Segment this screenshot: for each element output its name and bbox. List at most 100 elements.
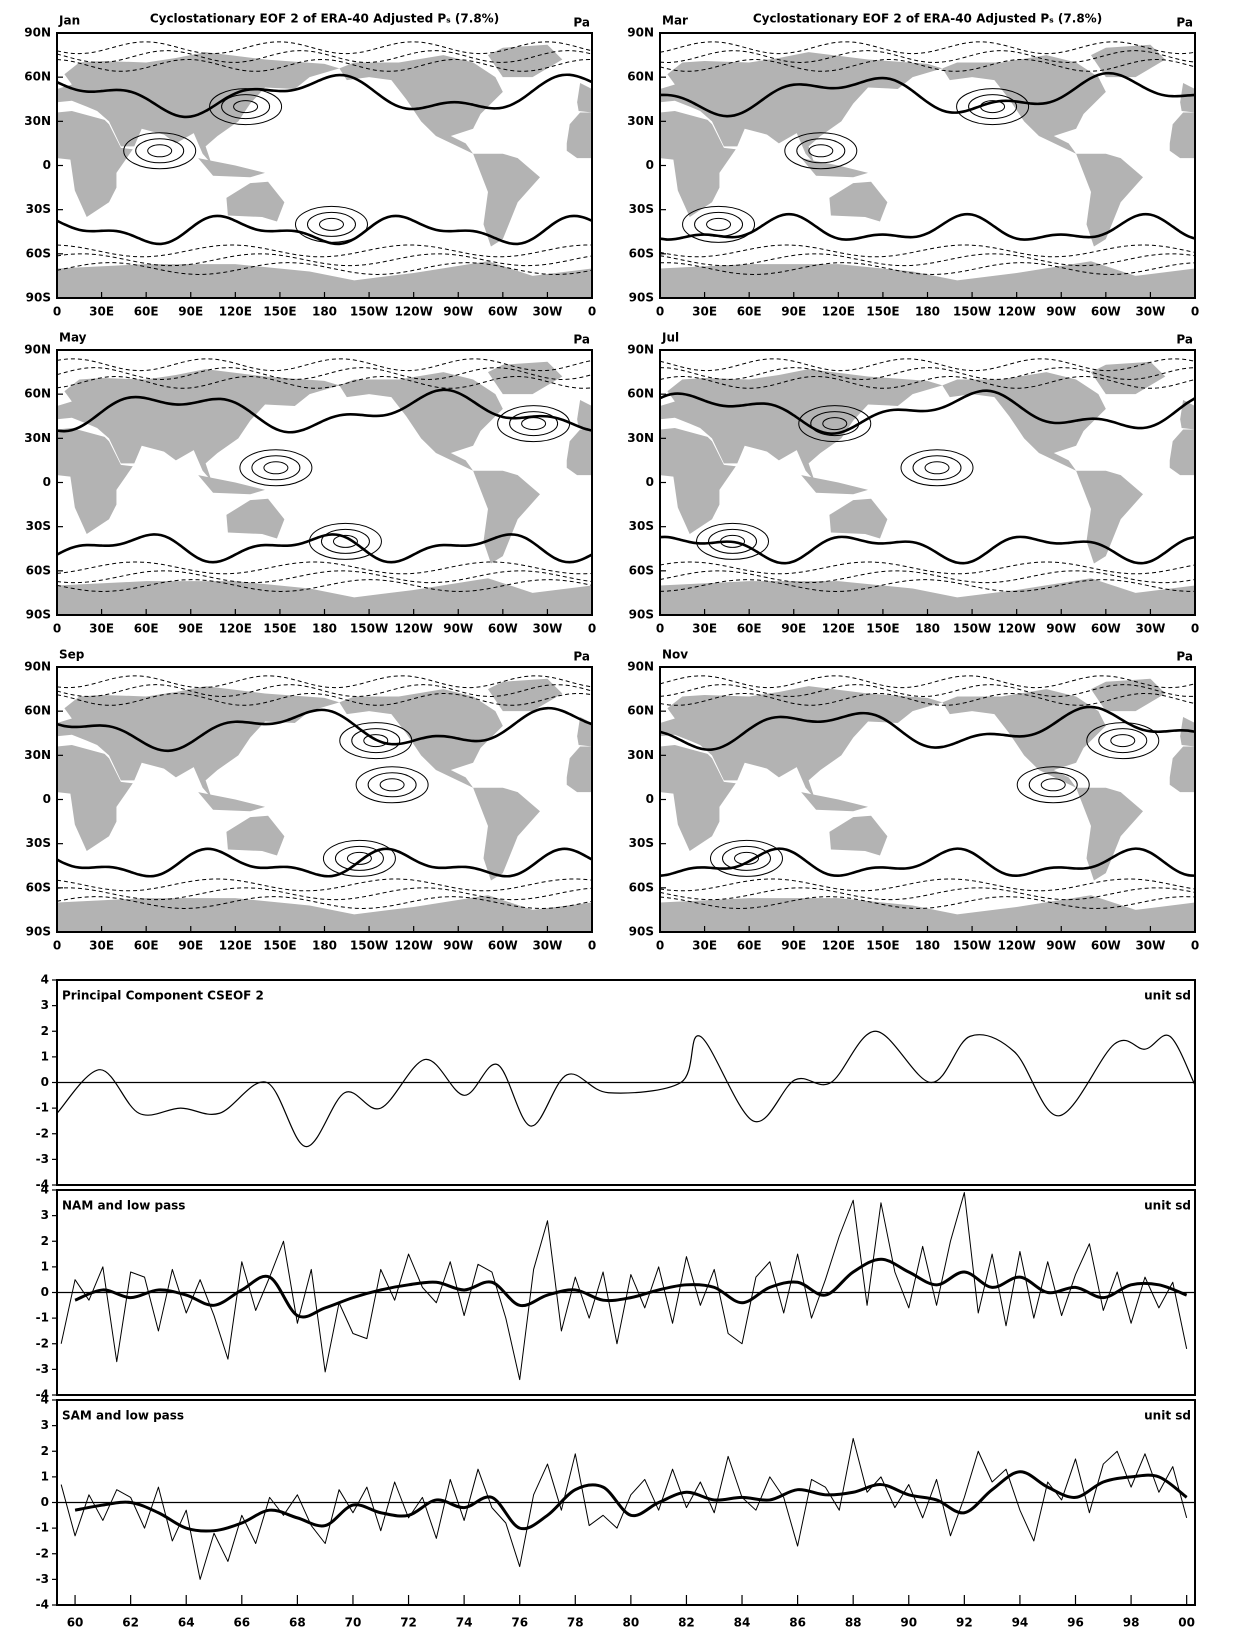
x-tick-label: 150E bbox=[263, 305, 296, 319]
x-tick-label: 150W bbox=[350, 939, 388, 953]
units: Pa bbox=[573, 333, 590, 347]
y-tick-label: 1 bbox=[41, 1259, 49, 1273]
y-tick-label: 60S bbox=[629, 246, 654, 260]
y-tick-label: 30N bbox=[627, 431, 654, 445]
y-tick-label: -2 bbox=[36, 1126, 49, 1140]
x-tick-label: 90E bbox=[178, 622, 203, 636]
map-body bbox=[57, 667, 592, 932]
x-tick-label: 30E bbox=[89, 305, 114, 319]
y-tick-label: 1 bbox=[41, 1469, 49, 1483]
x-tick-label: 60W bbox=[1091, 622, 1121, 636]
x-tick-label: 120W bbox=[998, 622, 1036, 636]
x-tick-label: 90W bbox=[443, 939, 473, 953]
x-tick-label: 0 bbox=[1191, 939, 1199, 953]
x-tick-label: 62 bbox=[122, 1616, 139, 1630]
x-tick-label: 60W bbox=[488, 305, 518, 319]
x-tick-label: 84 bbox=[734, 1616, 751, 1630]
y-tick-label: -2 bbox=[36, 1546, 49, 1560]
y-tick-label: 90N bbox=[627, 343, 654, 357]
x-tick-label: 90W bbox=[1046, 939, 1076, 953]
x-tick-label: 180 bbox=[915, 622, 940, 636]
panel-label: Nov bbox=[662, 648, 688, 662]
y-tick-label: 60S bbox=[629, 563, 654, 577]
x-tick-label: 90 bbox=[900, 1616, 917, 1630]
y-tick-label: 4 bbox=[41, 1183, 49, 1197]
y-tick-label: 4 bbox=[41, 1393, 49, 1407]
x-tick-label: 90W bbox=[443, 305, 473, 319]
series-line bbox=[57, 1031, 1195, 1146]
x-tick-label: 90E bbox=[178, 939, 203, 953]
x-tick-label: 120E bbox=[219, 939, 252, 953]
y-tick-label: 0 bbox=[646, 158, 654, 172]
y-tick-label: 60S bbox=[26, 880, 51, 894]
y-tick-label: 60N bbox=[627, 387, 654, 401]
y-tick-label: 1 bbox=[41, 1049, 49, 1063]
map-body bbox=[57, 350, 592, 615]
y-tick-label: 30S bbox=[629, 202, 654, 216]
x-tick-label: 98 bbox=[1123, 1616, 1140, 1630]
y-tick-label: 0 bbox=[41, 1075, 49, 1089]
map-body bbox=[660, 667, 1195, 932]
y-tick-label: 30S bbox=[26, 836, 51, 850]
x-tick-label: 80 bbox=[623, 1616, 640, 1630]
x-tick-label: 150W bbox=[953, 305, 991, 319]
x-tick-label: 78 bbox=[567, 1616, 584, 1630]
x-tick-label: 90E bbox=[178, 305, 203, 319]
x-tick-label: 120W bbox=[998, 939, 1036, 953]
units: unit sd bbox=[1144, 989, 1191, 1003]
units: unit sd bbox=[1144, 1199, 1191, 1213]
y-tick-label: -3 bbox=[36, 1362, 49, 1376]
x-tick-label: 90E bbox=[781, 939, 806, 953]
map-body bbox=[660, 33, 1195, 298]
panel-label: Mar bbox=[662, 14, 688, 28]
x-tick-label: 30W bbox=[532, 622, 562, 636]
y-tick-label: 4 bbox=[41, 973, 49, 987]
y-tick-label: -2 bbox=[36, 1336, 49, 1350]
y-tick-label: 90S bbox=[26, 608, 51, 622]
x-tick-label: 60E bbox=[737, 305, 762, 319]
y-tick-label: -1 bbox=[36, 1101, 49, 1115]
y-tick-label: 90S bbox=[629, 291, 654, 305]
x-tick-label: 90E bbox=[781, 622, 806, 636]
x-tick-label: 0 bbox=[588, 939, 596, 953]
x-tick-label: 0 bbox=[53, 622, 61, 636]
x-tick-label: 00 bbox=[1178, 1616, 1195, 1630]
series-line bbox=[75, 1472, 1187, 1531]
y-tick-label: 2 bbox=[41, 1444, 49, 1458]
y-tick-label: 30N bbox=[24, 748, 51, 762]
y-tick-label: 60S bbox=[26, 246, 51, 260]
y-tick-label: 30N bbox=[24, 431, 51, 445]
y-tick-label: 60N bbox=[627, 704, 654, 718]
x-tick-label: 180 bbox=[312, 939, 337, 953]
y-tick-label: 60N bbox=[24, 70, 51, 84]
y-tick-label: 2 bbox=[41, 1234, 49, 1248]
map-title: Cyclostationary EOF 2 of ERA-40 Adjusted… bbox=[150, 12, 499, 26]
x-tick-label: 92 bbox=[956, 1616, 973, 1630]
y-tick-label: -1 bbox=[36, 1521, 49, 1535]
y-tick-label: 60N bbox=[24, 704, 51, 718]
map-title: Cyclostationary EOF 2 of ERA-40 Adjusted… bbox=[753, 12, 1102, 26]
x-tick-label: 70 bbox=[345, 1616, 362, 1630]
panel-title: SAM and low pass bbox=[62, 1409, 184, 1423]
x-tick-label: 60 bbox=[67, 1616, 84, 1630]
y-tick-label: 90S bbox=[26, 925, 51, 939]
y-tick-label: 90N bbox=[24, 343, 51, 357]
y-tick-label: 0 bbox=[646, 792, 654, 806]
panel-title: NAM and low pass bbox=[62, 1199, 185, 1213]
y-tick-label: 0 bbox=[43, 792, 51, 806]
y-tick-label: 0 bbox=[43, 475, 51, 489]
x-tick-label: 180 bbox=[915, 305, 940, 319]
y-tick-label: 30N bbox=[627, 748, 654, 762]
x-tick-label: 94 bbox=[1012, 1616, 1029, 1630]
y-tick-label: 2 bbox=[41, 1024, 49, 1038]
x-tick-label: 60W bbox=[1091, 939, 1121, 953]
x-tick-label: 30E bbox=[89, 622, 114, 636]
x-tick-label: 60W bbox=[488, 622, 518, 636]
x-tick-label: 88 bbox=[845, 1616, 862, 1630]
x-tick-label: 120E bbox=[822, 939, 855, 953]
y-tick-label: 0 bbox=[43, 158, 51, 172]
y-tick-label: 90N bbox=[627, 660, 654, 674]
x-tick-label: 90W bbox=[1046, 305, 1076, 319]
y-tick-label: -1 bbox=[36, 1311, 49, 1325]
y-tick-label: 60N bbox=[627, 70, 654, 84]
